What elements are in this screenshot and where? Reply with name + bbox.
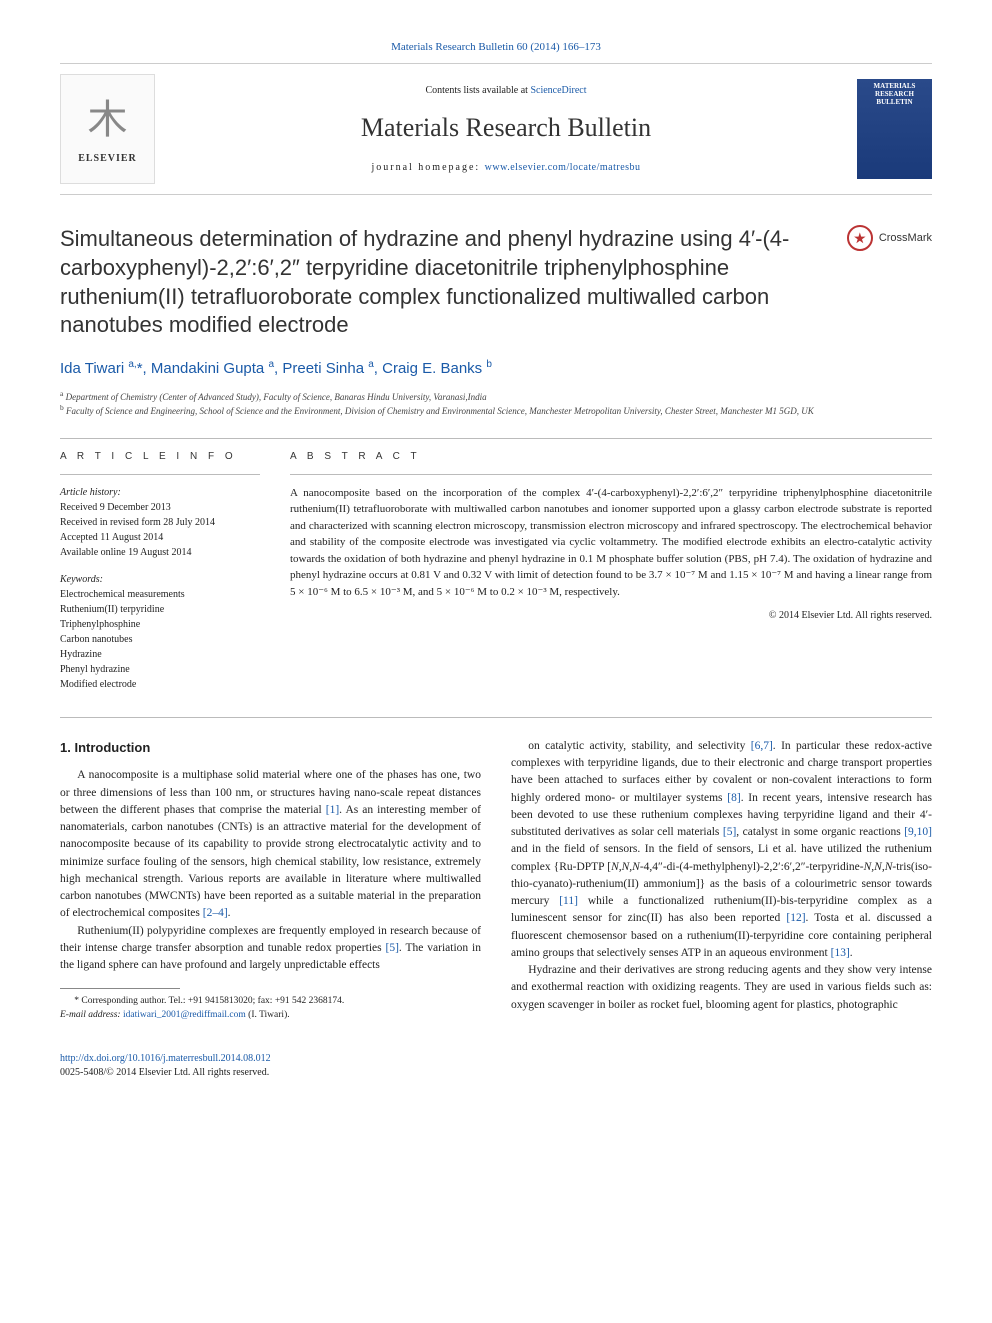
history-online: Available online 19 August 2014 — [60, 547, 191, 558]
intro-para-1: A nanocomposite is a multiphase solid ma… — [60, 767, 481, 922]
ref-8[interactable]: [8] — [727, 792, 740, 804]
elsevier-logo: ⽊ ELSEVIER — [60, 74, 155, 184]
ref-2-4[interactable]: [2–4] — [203, 907, 228, 919]
divider-top — [60, 438, 932, 439]
affiliations: a Department of Chemistry (Center of Adv… — [60, 389, 932, 418]
title-row: Simultaneous determination of hydrazine … — [60, 225, 932, 339]
authors-line: Ida Tiwari a,*, Mandakini Gupta a, Preet… — [60, 358, 932, 379]
abstract-copyright: © 2014 Elsevier Ltd. All rights reserved… — [290, 608, 932, 623]
article-info-heading: A R T I C L E I N F O — [60, 449, 260, 464]
keyword-6: Modified electrode — [60, 679, 136, 690]
keyword-4: Hydrazine — [60, 649, 102, 660]
journal-title: Materials Research Bulletin — [170, 110, 842, 146]
journal-header: ⽊ ELSEVIER Contents lists available at S… — [60, 63, 932, 195]
affiliation-a-text: Department of Chemistry (Center of Advan… — [66, 392, 487, 402]
journal-homepage-line: journal homepage: www.elsevier.com/locat… — [170, 161, 842, 175]
section-1-heading: 1. Introduction — [60, 738, 481, 758]
crossmark-icon — [847, 225, 873, 251]
info-abstract-block: A R T I C L E I N F O Article history: R… — [60, 449, 932, 692]
footnote-separator — [60, 988, 180, 989]
crossmark-badge[interactable]: CrossMark — [847, 225, 932, 251]
elsevier-tree-icon: ⽊ — [88, 92, 128, 148]
intro-para-4: Hydrazine and their derivatives are stro… — [511, 962, 932, 1014]
cover-title-text: MATERIALS RESEARCH BULLETIN — [861, 83, 928, 106]
citation-link[interactable]: Materials Research Bulletin 60 (2014) 16… — [391, 41, 601, 53]
abstract-divider — [290, 474, 932, 475]
history-received: Received 9 December 2013 — [60, 502, 171, 513]
sciencedirect-link[interactable]: ScienceDirect — [530, 85, 586, 96]
crossmark-label: CrossMark — [879, 231, 932, 246]
affiliation-a: a Department of Chemistry (Center of Adv… — [60, 389, 932, 404]
journal-cover-thumb: MATERIALS RESEARCH BULLETIN — [857, 79, 932, 179]
article-info: A R T I C L E I N F O Article history: R… — [60, 449, 260, 692]
abstract-text: A nanocomposite based on the incorporati… — [290, 485, 932, 601]
elsevier-brand-text: ELSEVIER — [78, 152, 137, 166]
ref-5a[interactable]: [5] — [386, 942, 399, 954]
keyword-1: Ruthenium(II) terpyridine — [60, 604, 164, 615]
history-accepted: Accepted 11 August 2014 — [60, 532, 163, 543]
keyword-5: Phenyl hydrazine — [60, 664, 130, 675]
corr-email-link[interactable]: idatiwari_2001@rediffmail.com — [123, 1010, 246, 1020]
contents-available-line: Contents lists available at ScienceDirec… — [170, 84, 842, 98]
history-label: Article history: — [60, 487, 121, 498]
affiliation-b: b Faculty of Science and Engineering, Sc… — [60, 403, 932, 418]
keywords-label: Keywords: — [60, 572, 260, 587]
affiliation-b-text: Faculty of Science and Engineering, Scho… — [66, 406, 814, 416]
ref-1[interactable]: [1] — [326, 804, 339, 816]
ref-11[interactable]: [11] — [559, 895, 578, 907]
journal-homepage-link[interactable]: www.elsevier.com/locate/matresbu — [485, 162, 641, 173]
homepage-prefix: journal homepage: — [371, 162, 484, 173]
info-divider-1 — [60, 474, 260, 475]
page-footer: http://dx.doi.org/10.1016/j.materresbull… — [60, 1052, 932, 1080]
intro-para-3: on catalytic activity, stability, and se… — [511, 738, 932, 962]
ref-6-7[interactable]: [6,7] — [751, 740, 773, 752]
email-suffix: (I. Tiwari). — [246, 1010, 290, 1020]
intro-para-2: Ruthenium(II) polypyridine complexes are… — [60, 923, 481, 975]
abstract-heading: A B S T R A C T — [290, 449, 932, 464]
email-label: E-mail address: — [60, 1010, 123, 1020]
doi-link[interactable]: http://dx.doi.org/10.1016/j.materresbull… — [60, 1053, 271, 1064]
ref-5b[interactable]: [5] — [723, 826, 736, 838]
contents-prefix: Contents lists available at — [425, 85, 530, 96]
corresponding-author-note: * Corresponding author. Tel.: +91 941581… — [60, 995, 481, 1022]
abstract: A B S T R A C T A nanocomposite based on… — [290, 449, 932, 692]
keyword-0: Electrochemical measurements — [60, 589, 185, 600]
citation-line: Materials Research Bulletin 60 (2014) 16… — [60, 40, 932, 55]
corr-text: * Corresponding author. Tel.: +91 941581… — [74, 996, 344, 1006]
issn-copyright: 0025-5408/© 2014 Elsevier Ltd. All right… — [60, 1067, 269, 1078]
keyword-3: Carbon nanotubes — [60, 634, 133, 645]
ref-13[interactable]: [13] — [831, 947, 850, 959]
header-center: Contents lists available at ScienceDirec… — [170, 84, 842, 174]
article-title: Simultaneous determination of hydrazine … — [60, 225, 827, 339]
ref-12[interactable]: [12] — [786, 912, 805, 924]
divider-bottom — [60, 717, 932, 718]
body-two-column: 1. Introduction A nanocomposite is a mul… — [60, 738, 932, 1022]
ref-9-10[interactable]: [9,10] — [904, 826, 932, 838]
keyword-2: Triphenylphosphine — [60, 619, 140, 630]
history-revised: Received in revised form 28 July 2014 — [60, 517, 215, 528]
